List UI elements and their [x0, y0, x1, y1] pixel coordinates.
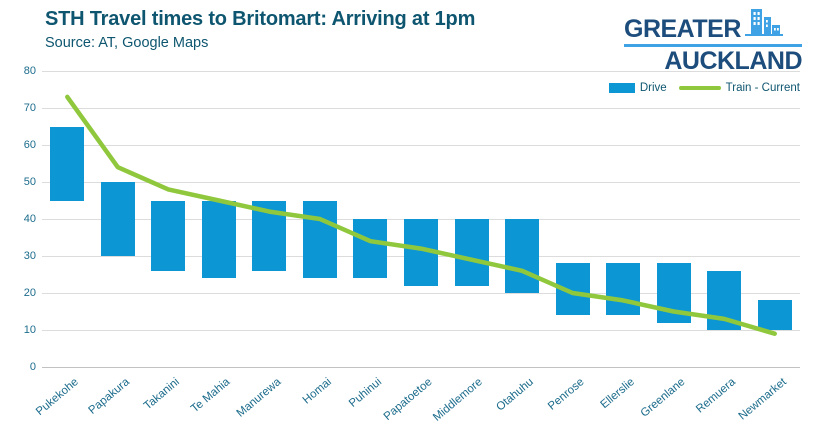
y-axis-label: 70: [23, 102, 36, 114]
drive-bar-newmarket: [757, 300, 792, 330]
legend: Drive Train - Current: [608, 82, 800, 94]
logo-text-greater: GREATER: [624, 15, 741, 43]
x-axis-label: Ellerslie: [598, 376, 637, 412]
legend-label-drive: Drive: [639, 82, 667, 94]
train-line: [65, 94, 777, 336]
gridline: [42, 182, 800, 183]
drive-bar-otahuhu: [505, 219, 540, 293]
plot-area: [42, 71, 800, 368]
x-axis-label: Te Mahia: [189, 376, 233, 416]
gridline: [42, 293, 800, 294]
y-axis-label: 30: [23, 250, 36, 262]
x-axis-label: Penrose: [545, 376, 587, 413]
gridline: [42, 71, 800, 72]
x-axis-label: Pukekohe: [34, 376, 81, 419]
x-axis-label: Papakura: [86, 376, 132, 417]
gridline: [42, 330, 800, 331]
y-axis-label: 40: [23, 213, 36, 225]
x-axis-label: Newmarket: [736, 376, 789, 423]
x-axis-label: Papatoetoe: [381, 376, 435, 424]
y-axis-label: 0: [29, 361, 36, 373]
gridline: [42, 145, 800, 146]
y-axis-label: 60: [23, 139, 36, 151]
y-axis-label: 80: [23, 65, 36, 77]
legend-item-train: Train - Current: [678, 82, 800, 94]
legend-item-drive: Drive: [608, 82, 667, 94]
drive-bar-homai: [302, 200, 337, 279]
chart-title: STH Travel times to Britomart: Arriving …: [45, 8, 476, 30]
drive-bar-puhinui: [353, 219, 388, 279]
gridline: [42, 367, 800, 368]
x-axis-label: Manurewa: [234, 376, 284, 420]
drive-bar-ellerslie: [606, 263, 641, 316]
drive-bar-papakura: [100, 182, 135, 256]
chart-source: Source: AT, Google Maps: [45, 35, 209, 51]
train-line-layer: [65, 94, 777, 336]
drive-bar-pukekohe: [50, 126, 85, 201]
logo-text-auckland: AUCKLAND: [664, 47, 802, 75]
x-axis-label: Takanini: [141, 376, 183, 413]
y-axis-label: 50: [23, 176, 36, 188]
drive-bar-te-mahia: [201, 200, 236, 279]
drive-bar-takanini: [151, 200, 186, 271]
x-axis-label: Otahuhu: [494, 376, 536, 414]
x-axis-label: Middlemore: [431, 376, 486, 424]
x-axis-label: Remuera: [693, 376, 738, 416]
drive-swatch-icon: [608, 83, 635, 93]
greater-auckland-logo: GREATER AUCKLAND: [624, 7, 803, 75]
gridline: [42, 108, 800, 109]
legend-label-train: Train - Current: [725, 82, 800, 94]
train-swatch-icon: [678, 86, 721, 90]
x-axis-label: Puhinui: [347, 376, 385, 410]
y-axis-label: 20: [23, 287, 36, 299]
city-skyline-icon: [744, 7, 783, 42]
logo-underline: [624, 44, 802, 47]
y-axis-label: 10: [23, 324, 36, 336]
chart-header: STH Travel times to Britomart: Arriving …: [45, 8, 475, 51]
x-axis-label: Greenlane: [638, 376, 688, 420]
drive-bar-middlemore: [454, 219, 489, 286]
x-axis-label: Homai: [300, 376, 334, 407]
